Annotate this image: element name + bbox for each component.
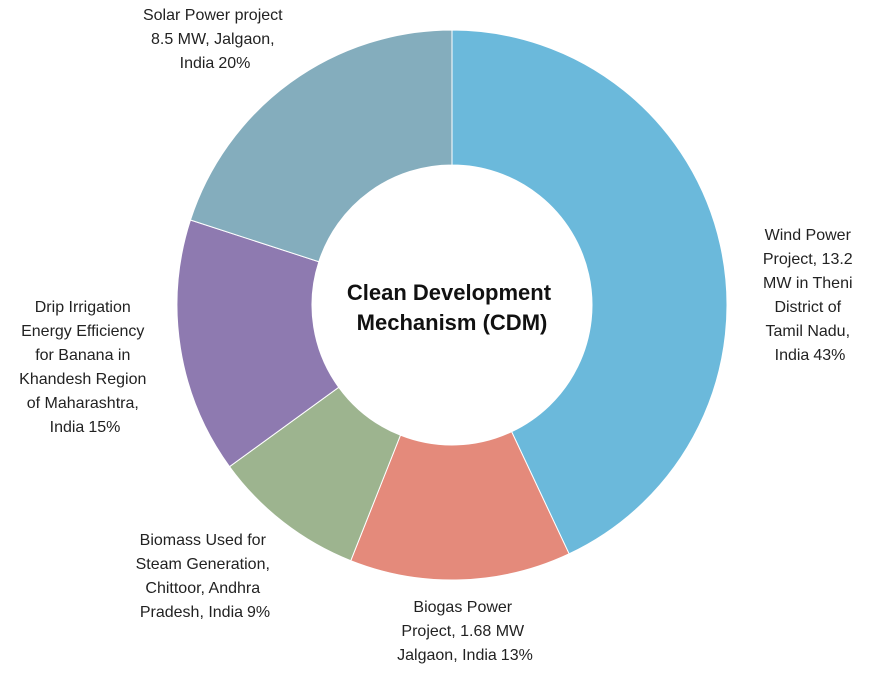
donut-slice [176, 219, 340, 468]
label-line: India [50, 419, 85, 436]
label-line: of Maharashtra, [27, 395, 144, 412]
label-line: Pradesh, India [140, 604, 243, 621]
label-line: Drip Irrigation [35, 299, 135, 316]
title-line: Mechanism (CDM) [357, 310, 548, 335]
slice-label: Solar Power project 8.5 MW, Jalgaon, Ind… [143, 7, 287, 72]
label-line: Tamil Nadu, [766, 323, 855, 340]
slices [176, 29, 728, 581]
label-line: Steam Generation, [136, 556, 275, 573]
label-line: 8.5 MW, Jalgaon, [151, 31, 279, 48]
label-line: India [180, 55, 215, 72]
label-line: Jalgaon, India [397, 647, 497, 664]
slice-value-label: 15% [88, 419, 120, 436]
label-line: Wind Power [765, 227, 856, 244]
label-line: Khandesh Region [19, 371, 151, 388]
slice-label: Drip Irrigation Energy Efficiency for Ba… [19, 299, 151, 436]
title-line: Clean Development [347, 280, 557, 305]
label-line: Chittoor, Andhra [145, 580, 264, 597]
label-line: Project, 13.2 [763, 251, 857, 268]
slice-value-label: 9% [247, 604, 270, 621]
slice-value-label: 13% [501, 647, 533, 664]
label-line: Biomass Used for [140, 532, 271, 549]
label-line: for Banana in [35, 347, 135, 364]
donut-slice [451, 29, 728, 555]
label-line: Solar Power project [143, 7, 287, 24]
slice-value-label: 43% [813, 347, 845, 364]
slice-label: Wind Power Project, 13.2 MW in Theni Dis… [763, 227, 857, 364]
donut-slice [189, 29, 453, 263]
label-line: District of [774, 299, 845, 316]
donut-slice [350, 431, 570, 581]
label-line: Project, 1.68 MW [401, 623, 528, 640]
slice-value-label: 20% [218, 55, 250, 72]
label-line: India [775, 347, 810, 364]
label-line: Energy Efficiency [21, 323, 149, 340]
label-line: Biogas Power [413, 599, 516, 616]
chart-title: Clean Development Mechanism (CDM) [347, 280, 557, 335]
slice-label: Biomass Used for Steam Generation, Chitt… [136, 532, 275, 621]
slice-label: Biogas Power Project, 1.68 MW Jalgaon, I… [397, 599, 528, 664]
label-line: MW in Theni [763, 275, 857, 292]
